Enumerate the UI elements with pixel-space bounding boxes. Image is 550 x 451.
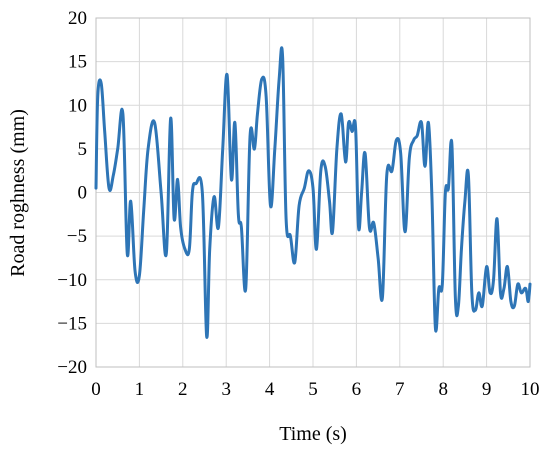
y-tick-label: −5 [67, 226, 87, 247]
x-tick-label: 5 [308, 379, 318, 400]
y-tick-label: 0 [78, 183, 88, 204]
x-tick-label: 9 [482, 379, 492, 400]
y-tick-label: −20 [57, 357, 87, 378]
x-tick-label: 0 [91, 379, 101, 400]
x-tick-label: 7 [395, 379, 405, 400]
x-axis-ticks: 0 1 2 3 4 5 6 7 8 9 10 [91, 379, 539, 400]
y-tick-label: 15 [68, 52, 87, 73]
x-tick-label: 4 [265, 379, 275, 400]
x-tick-label: 6 [352, 379, 362, 400]
y-tick-label: 10 [68, 95, 87, 116]
y-axis-label: Road roghness (mm) [7, 109, 29, 277]
x-tick-label: 2 [178, 379, 188, 400]
x-tick-label: 8 [438, 379, 448, 400]
x-axis-label: Time (s) [279, 423, 347, 445]
x-tick-label: 3 [221, 379, 231, 400]
x-tick-label: 1 [135, 379, 145, 400]
series-line [94, 46, 532, 339]
y-tick-label: 5 [78, 139, 88, 160]
y-axis-ticks: 20 15 10 5 0 −5 −10 −15 −20 [57, 8, 87, 378]
y-tick-label: −15 [57, 313, 87, 334]
x-tick-label: 10 [521, 379, 540, 400]
plot-frame [95, 17, 531, 368]
y-tick-label: −10 [57, 270, 87, 291]
y-tick-label: 20 [68, 8, 87, 29]
